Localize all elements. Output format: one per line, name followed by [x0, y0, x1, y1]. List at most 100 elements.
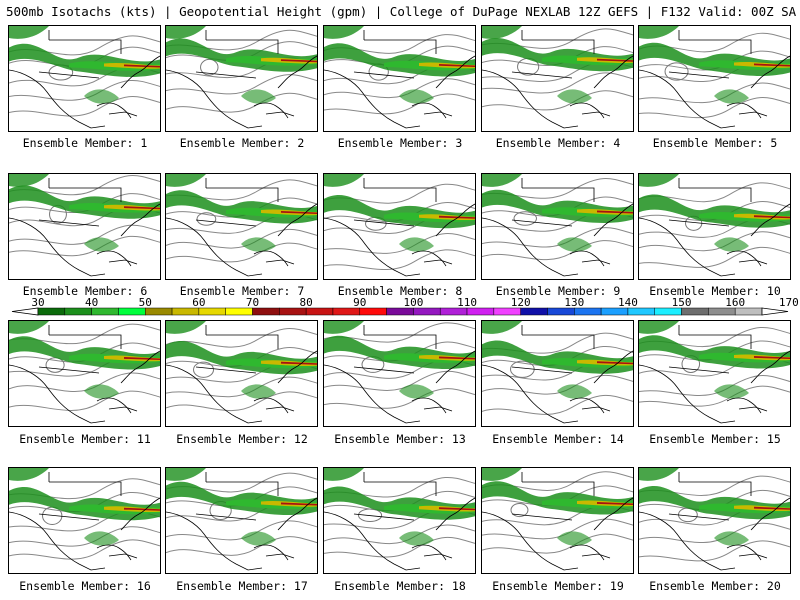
ensemble-map-panel	[481, 173, 634, 280]
panel-label: Ensemble Member: 7	[179, 284, 305, 298]
colorbar-tick-label: 160	[725, 296, 745, 309]
colorbar-swatch	[198, 307, 226, 316]
ensemble-map-panel	[165, 173, 318, 280]
coastlines	[166, 472, 317, 571]
isotach-shading	[482, 174, 633, 252]
ensemble-map-panel	[323, 467, 476, 574]
colorbar-tick-label: 100	[403, 296, 423, 309]
panel-label: Ensemble Member: 12	[176, 432, 308, 446]
coastlines	[324, 472, 475, 571]
coastlines	[482, 472, 633, 571]
map-graphic	[639, 468, 790, 571]
colorbar-tick-label: 50	[139, 296, 152, 309]
colorbar-swatch	[681, 307, 709, 316]
colorbar-tick-label: 170	[779, 296, 799, 309]
ensemble-map-panel	[323, 25, 476, 132]
coastlines	[9, 325, 160, 424]
map-graphic	[482, 321, 633, 424]
ensemble-map-panel	[165, 467, 318, 574]
coastlines	[166, 178, 317, 277]
isotach-shading	[9, 321, 160, 399]
colorbar-swatch	[439, 307, 468, 316]
colorbar-tick-label: 90	[353, 296, 366, 309]
panel-label: Ensemble Member: 20	[649, 579, 781, 593]
map-graphic	[324, 174, 475, 277]
colorbar-swatch	[91, 307, 119, 316]
isotach-shading	[9, 174, 160, 252]
isotach-shading	[639, 321, 790, 399]
panel-label: Ensemble Member: 11	[19, 432, 151, 446]
panel-label: Ensemble Member: 8	[337, 284, 463, 298]
colorbar-swatch	[413, 307, 441, 316]
isotach-shading	[324, 321, 475, 399]
colorbar-swatch	[279, 307, 307, 316]
map-graphic	[482, 26, 633, 129]
map-graphic	[324, 26, 475, 129]
panel-label: Ensemble Member: 6	[22, 284, 148, 298]
isotach-shading	[639, 26, 790, 104]
map-title: 500mb Isotachs (kts) | Geopotential Heig…	[6, 4, 796, 19]
coastlines	[482, 178, 633, 277]
panel-label: Ensemble Member: 9	[495, 284, 621, 298]
map-graphic	[639, 174, 790, 277]
colorbar-tick-label: 150	[672, 296, 692, 309]
colorbar-swatch	[359, 307, 387, 316]
colorbar-tick-label: 70	[246, 296, 259, 309]
coastlines	[639, 30, 790, 129]
ensemble-map-panel	[638, 467, 791, 574]
colorbar-swatch	[252, 307, 280, 316]
isotach-shading	[639, 468, 790, 546]
map-graphic	[166, 174, 317, 277]
colorbar-swatch	[654, 307, 682, 316]
coastlines	[639, 472, 790, 571]
isotach-shading	[324, 468, 475, 546]
colorbar-tick-label: 140	[618, 296, 638, 309]
panel-label: Ensemble Member: 13	[334, 432, 466, 446]
isotach-shading	[166, 468, 317, 546]
colorbar-swatch	[386, 307, 414, 316]
coastlines	[482, 30, 633, 129]
map-graphic	[639, 321, 790, 424]
panel-label: Ensemble Member: 18	[334, 579, 466, 593]
colorbar-right-arrow	[761, 307, 789, 316]
panel-label: Ensemble Member: 10	[649, 284, 781, 298]
ensemble-map-panel	[8, 25, 161, 132]
isotach-shading	[639, 174, 790, 252]
map-graphic	[166, 468, 317, 571]
coastlines	[324, 325, 475, 424]
ensemble-map-panel	[481, 320, 634, 427]
colorbar-swatch	[305, 307, 334, 316]
colorbar-swatch	[574, 307, 602, 316]
panel-label: Ensemble Member: 14	[492, 432, 624, 446]
colorbar-swatch	[708, 307, 736, 316]
panel-label: Ensemble Member: 2	[179, 136, 305, 150]
ensemble-map-panel	[165, 320, 318, 427]
colorbar-tick-label: 130	[564, 296, 584, 309]
panel-label: Ensemble Member: 3	[337, 136, 463, 150]
isotach-shading	[324, 174, 475, 252]
coastlines	[482, 325, 633, 424]
ensemble-map-panel	[323, 173, 476, 280]
isotach-shading	[9, 26, 160, 104]
map-graphic	[324, 468, 475, 571]
ensemble-map-panel	[481, 25, 634, 132]
colorbar-left-arrow	[11, 307, 39, 316]
coastlines	[9, 472, 160, 571]
isotach-shading	[482, 468, 633, 546]
colorbar-swatch	[118, 307, 146, 316]
colorbar-tick-label: 80	[300, 296, 313, 309]
isotach-colorbar: 30 40 50 60 70 80 90 100 110 120 130 140 150 160 170	[11, 296, 799, 316]
coastlines	[166, 30, 317, 129]
colorbar-tick-label: 120	[511, 296, 531, 309]
colorbar-swatch	[547, 307, 575, 316]
map-graphic	[9, 468, 160, 571]
colorbar-swatch	[37, 307, 66, 316]
isotach-shading	[166, 26, 317, 104]
colorbar-swatch	[734, 307, 763, 316]
colorbar-tick-label: 60	[192, 296, 205, 309]
panel-label: Ensemble Member: 5	[652, 136, 778, 150]
ensemble-map-panel	[638, 25, 791, 132]
map-graphic	[482, 468, 633, 571]
map-graphic	[9, 321, 160, 424]
ensemble-map-panel	[638, 173, 791, 280]
